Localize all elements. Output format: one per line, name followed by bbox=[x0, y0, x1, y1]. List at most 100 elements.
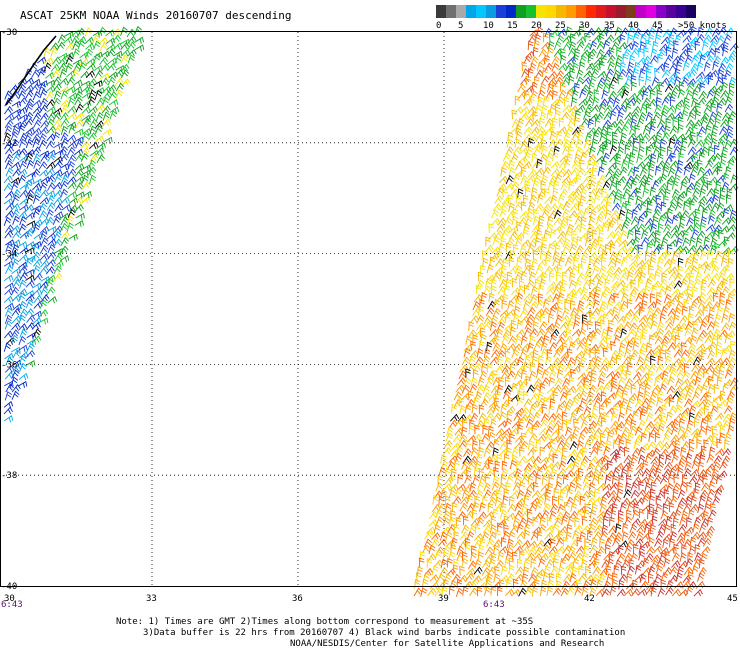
latitude-label: -40 bbox=[1, 582, 17, 592]
wind-barb bbox=[428, 518, 438, 527]
wind-barb bbox=[466, 530, 475, 541]
latitude-label: -34 bbox=[1, 250, 17, 260]
wind-barb bbox=[535, 406, 545, 415]
wind-barb bbox=[652, 145, 661, 156]
wind-barb bbox=[706, 187, 715, 197]
wind-barb bbox=[650, 250, 657, 261]
wind-barb bbox=[39, 126, 49, 135]
wind-barb bbox=[730, 340, 736, 351]
wind-barb bbox=[665, 515, 673, 526]
wind-barb bbox=[609, 144, 618, 155]
wind-barb bbox=[631, 209, 638, 219]
wind-barb bbox=[75, 182, 84, 192]
wind-barb bbox=[672, 488, 679, 499]
wind-barb bbox=[568, 210, 578, 219]
wind-barb bbox=[558, 356, 568, 365]
wind-barb bbox=[668, 502, 675, 513]
wind-barb bbox=[37, 68, 46, 78]
wind-barb bbox=[624, 347, 632, 358]
wind-barb bbox=[516, 396, 524, 407]
wind-barb bbox=[520, 166, 527, 177]
wind-barb bbox=[563, 573, 572, 582]
wind-barb bbox=[728, 249, 734, 260]
wind-barb bbox=[663, 523, 671, 534]
wind-barb bbox=[601, 490, 611, 499]
wind-barb bbox=[535, 272, 546, 281]
wind-barb bbox=[699, 558, 705, 569]
wind-barb bbox=[549, 228, 557, 239]
wind-barb bbox=[530, 89, 538, 100]
wind-barb bbox=[585, 96, 595, 106]
wind-barb bbox=[639, 342, 648, 352]
wind-barb bbox=[638, 480, 644, 491]
wind-barb bbox=[663, 489, 670, 499]
wind-barb bbox=[686, 481, 692, 492]
wind-barb bbox=[627, 298, 633, 309]
wind-barb bbox=[592, 265, 600, 275]
wind-barb bbox=[549, 438, 556, 449]
wind-barb bbox=[474, 424, 480, 435]
wind-barb bbox=[46, 232, 56, 240]
wind-barb bbox=[632, 137, 639, 148]
wind-barb bbox=[583, 412, 593, 421]
wind-barb bbox=[612, 503, 618, 513]
wind-barb bbox=[571, 230, 577, 240]
wind-barb bbox=[649, 153, 657, 163]
wind-barb bbox=[601, 524, 609, 534]
wind-barb bbox=[654, 573, 662, 583]
wind-barb bbox=[677, 356, 687, 365]
wind-barb bbox=[10, 376, 19, 386]
wind-barb bbox=[514, 106, 524, 115]
wind-barb bbox=[670, 224, 680, 233]
wind-barb bbox=[663, 566, 673, 576]
wind-barb bbox=[684, 460, 692, 471]
wind-barb bbox=[585, 299, 595, 309]
wind-barb bbox=[714, 47, 721, 58]
wind-barb bbox=[46, 274, 56, 282]
wind-barb bbox=[25, 98, 35, 108]
wind-barb bbox=[534, 141, 544, 149]
wind-barb bbox=[531, 586, 538, 597]
wind-barb bbox=[714, 484, 725, 493]
wind-barb bbox=[694, 544, 701, 554]
wind-barb bbox=[591, 273, 601, 282]
wind-barb bbox=[476, 586, 483, 597]
wind-barb bbox=[557, 28, 567, 37]
wind-barb bbox=[523, 151, 532, 162]
wind-barb bbox=[648, 503, 655, 513]
wind-barb bbox=[667, 77, 676, 87]
wind-barb bbox=[616, 349, 625, 359]
wind-barb bbox=[493, 334, 500, 345]
wind-barb bbox=[658, 383, 667, 393]
wind-barb bbox=[12, 349, 21, 359]
wind-barb bbox=[609, 76, 618, 86]
wind-barb bbox=[546, 215, 554, 226]
wind-barb bbox=[503, 515, 510, 526]
wind-barb bbox=[722, 172, 730, 183]
wind-barb bbox=[598, 229, 605, 240]
wind-barb bbox=[608, 90, 617, 100]
wind-barb bbox=[546, 47, 554, 57]
wind-barb bbox=[673, 139, 682, 149]
wind-barb bbox=[597, 236, 604, 246]
wind-barb bbox=[639, 174, 648, 184]
wind-barb bbox=[482, 391, 491, 402]
wind-barb bbox=[569, 440, 578, 450]
wind-barb bbox=[481, 495, 488, 505]
wind-barb bbox=[622, 82, 630, 92]
wind-barb bbox=[559, 188, 569, 198]
wind-barb bbox=[708, 480, 716, 491]
wind-barb bbox=[512, 517, 520, 527]
wind-barb bbox=[571, 195, 581, 204]
wind-barb bbox=[651, 284, 658, 295]
wind-barb bbox=[649, 256, 657, 267]
wind-barb bbox=[691, 152, 699, 162]
wind-barb bbox=[516, 319, 524, 330]
wind-barb bbox=[74, 96, 83, 106]
wind-barb bbox=[648, 165, 655, 176]
wind-barb bbox=[579, 356, 587, 366]
wind-barb bbox=[52, 131, 61, 142]
wind-barb bbox=[10, 203, 21, 211]
wind-barb bbox=[654, 440, 664, 449]
wind-barb bbox=[524, 426, 534, 436]
